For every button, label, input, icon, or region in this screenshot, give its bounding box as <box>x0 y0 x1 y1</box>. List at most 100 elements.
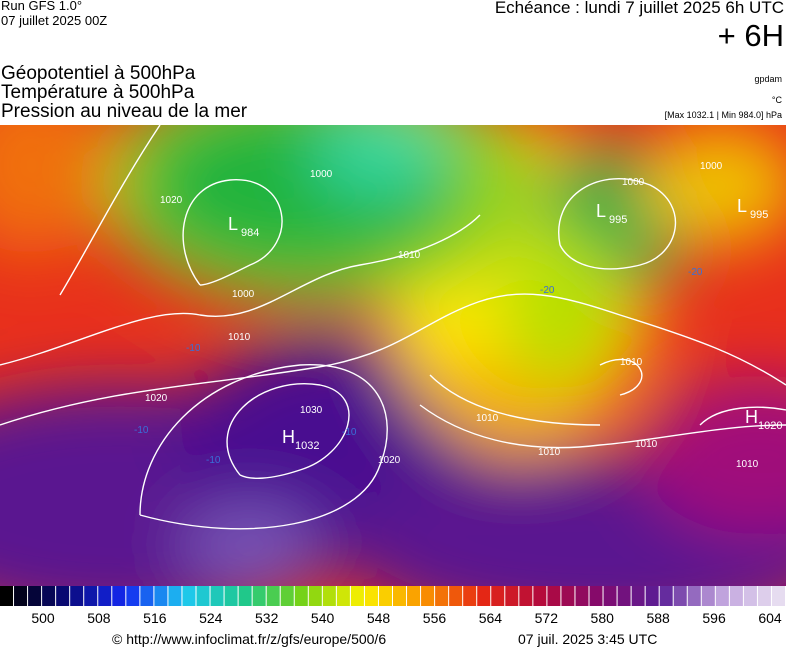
scale-swatch <box>294 586 308 606</box>
scale-swatch <box>547 586 561 606</box>
isobar-label: 1010 <box>635 439 658 450</box>
run-label: Run GFS 1.0° <box>1 0 83 13</box>
run-date: 07 juillet 2025 00Z <box>1 13 108 28</box>
temperature-label: -10 <box>206 455 221 466</box>
scale-swatch <box>715 586 729 606</box>
scale-swatch <box>84 586 98 606</box>
unit-label: °C <box>771 95 782 105</box>
temperature-label: -10 <box>186 343 201 354</box>
temperature-label: -10 <box>342 427 357 438</box>
scale-swatch <box>477 586 491 606</box>
scale-swatch <box>28 586 42 606</box>
scale-swatch <box>435 586 449 606</box>
scale-tick-label: 524 <box>199 610 223 626</box>
scale-swatch <box>589 586 603 606</box>
isobars <box>0 125 786 530</box>
isobar-label: 1010 <box>736 459 759 470</box>
center-letter: H <box>745 407 758 427</box>
temperature-label: -20 <box>540 285 555 296</box>
scale-tick-label: 564 <box>479 610 503 626</box>
scale-swatch <box>308 586 322 606</box>
scale-swatch <box>378 586 392 606</box>
scale-swatch <box>266 586 280 606</box>
scale-swatch <box>224 586 238 606</box>
isobar-label: 1010 <box>476 413 499 424</box>
scale-swatch <box>56 586 70 606</box>
scale-swatch <box>631 586 645 606</box>
legend-title: Géopotentiel à 500hPa <box>1 63 196 84</box>
temperature-label: -20 <box>688 267 703 278</box>
scale-tick-label: 588 <box>646 610 670 626</box>
scale-swatch <box>140 586 154 606</box>
scale-swatch <box>519 586 533 606</box>
forecast-time: Echéance : lundi 7 juillet 2025 6h UTC <box>494 0 784 17</box>
scale-swatch <box>42 586 56 606</box>
isobar-label: 1000 <box>700 161 723 172</box>
scale-swatch <box>505 586 519 606</box>
scale-tick-label: 580 <box>591 610 615 626</box>
center-value: 1032 <box>295 440 319 452</box>
scale-swatch <box>617 586 631 606</box>
scale-swatch <box>449 586 463 606</box>
isobar-label: 1010 <box>620 357 643 368</box>
isobar-label: 1010 <box>538 447 561 458</box>
scale-swatch <box>463 586 477 606</box>
scale-swatch <box>0 586 14 606</box>
scale-swatch <box>645 586 659 606</box>
legend-title: Température à 500hPa <box>1 82 195 103</box>
scale-swatch <box>98 586 112 606</box>
center-letter: L <box>737 196 747 216</box>
isobar-label: 1000 <box>232 289 255 300</box>
unit-label: gpdam <box>754 74 782 84</box>
isobar-label: 1000 <box>310 169 333 180</box>
scale-tick-label: 500 <box>31 610 55 626</box>
scale-tick-label: 540 <box>311 610 335 626</box>
scale-tick-label: 556 <box>423 610 447 626</box>
isobar-label: 1010 <box>228 332 251 343</box>
scale-swatch <box>491 586 505 606</box>
range-label: [Max 1032.1 | Min 984.0] hPa <box>664 110 782 120</box>
scale-swatch <box>757 586 771 606</box>
scale-swatch <box>14 586 28 606</box>
center-value: 995 <box>609 214 627 226</box>
center-value: 984 <box>241 227 259 239</box>
source: © http://www.infoclimat.fr/z/gfs/europe/… <box>112 631 387 647</box>
center-value: 995 <box>750 209 768 221</box>
scale-tick-label: 532 <box>255 610 279 626</box>
scale-swatch <box>252 586 266 606</box>
scale-tick-label: 516 <box>143 610 167 626</box>
center-letter: L <box>228 214 238 234</box>
isobar-label: 1020 <box>160 195 183 206</box>
scale-swatch <box>743 586 757 606</box>
isobar-label: 1030 <box>300 405 323 416</box>
scale-swatch <box>322 586 336 606</box>
scale-tick-label: 596 <box>702 610 726 626</box>
scale-tick-label: 572 <box>535 610 559 626</box>
scale-swatch <box>210 586 224 606</box>
scale-swatch <box>70 586 84 606</box>
scale-tick-label: 604 <box>758 610 782 626</box>
scale-swatch <box>729 586 743 606</box>
scale-swatch <box>421 586 435 606</box>
scale-swatch <box>533 586 547 606</box>
isobar-label: 1020 <box>145 393 168 404</box>
isobar-label: 1010 <box>398 250 421 261</box>
center-letter: H <box>282 427 295 447</box>
scale-swatch <box>393 586 407 606</box>
field-blobs <box>0 125 786 586</box>
scale-swatch <box>112 586 126 606</box>
scale-swatch <box>238 586 252 606</box>
scale-swatch <box>673 586 687 606</box>
isobar-label: 1000 <box>622 177 645 188</box>
scale-swatch <box>196 586 210 606</box>
scale-swatch <box>168 586 182 606</box>
scale-swatch <box>154 586 168 606</box>
scale-swatch <box>603 586 617 606</box>
scale-swatch <box>687 586 701 606</box>
scale-swatch <box>561 586 575 606</box>
timestamp: 07 juil. 2025 3:45 UTC <box>518 631 658 647</box>
